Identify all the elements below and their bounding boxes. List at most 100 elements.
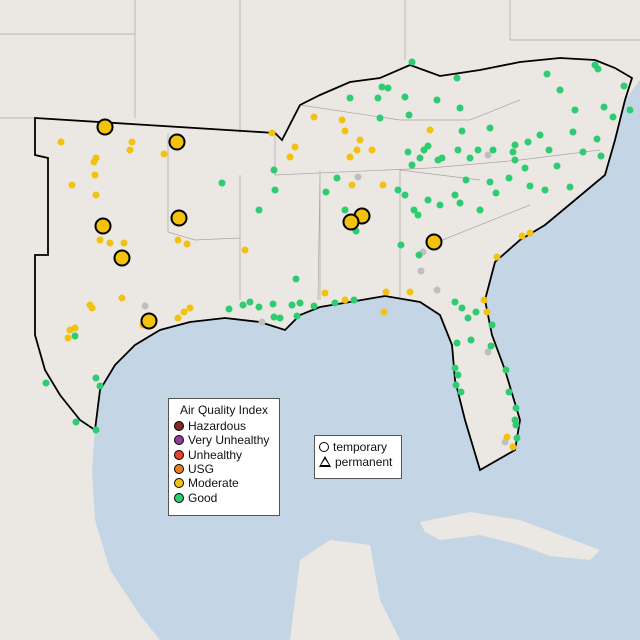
monitor-good[interactable] — [276, 314, 284, 322]
monitor-good[interactable] — [401, 93, 409, 101]
monitor-good[interactable] — [524, 138, 532, 146]
monitor-good[interactable] — [436, 201, 444, 209]
monitor-no-data[interactable] — [354, 173, 362, 181]
monitor-no-data[interactable] — [417, 267, 425, 275]
monitor-good[interactable] — [225, 305, 233, 313]
monitor-moderate-highlight[interactable] — [170, 209, 188, 227]
monitor-moderate[interactable] — [341, 296, 349, 304]
monitor-good[interactable] — [292, 275, 300, 283]
monitor-good[interactable] — [433, 96, 441, 104]
monitor-good[interactable] — [239, 301, 247, 309]
monitor-good[interactable] — [474, 146, 482, 154]
monitor-good[interactable] — [255, 303, 263, 311]
monitor-good[interactable] — [541, 186, 549, 194]
monitor-good[interactable] — [579, 148, 587, 156]
monitor-good[interactable] — [322, 188, 330, 196]
monitor-good[interactable] — [487, 342, 495, 350]
monitor-good[interactable] — [401, 191, 409, 199]
monitor-good[interactable] — [414, 211, 422, 219]
monitor-good[interactable] — [92, 374, 100, 382]
monitor-good[interactable] — [464, 314, 472, 322]
monitor-good[interactable] — [511, 141, 519, 149]
monitor-good[interactable] — [456, 104, 464, 112]
monitor-moderate[interactable] — [382, 288, 390, 296]
monitor-good[interactable] — [526, 182, 534, 190]
monitor-good[interactable] — [620, 82, 628, 90]
monitor-moderate-highlight[interactable] — [113, 249, 131, 267]
monitor-good[interactable] — [293, 312, 301, 320]
monitor-good[interactable] — [378, 83, 386, 91]
monitor-moderate[interactable] — [286, 153, 294, 161]
monitor-moderate[interactable] — [509, 443, 517, 451]
monitor-good[interactable] — [341, 206, 349, 214]
monitor-moderate-highlight[interactable] — [342, 213, 360, 231]
monitor-moderate[interactable] — [503, 433, 511, 441]
monitor-good[interactable] — [397, 241, 405, 249]
monitor-good[interactable] — [346, 94, 354, 102]
monitor-good[interactable] — [600, 103, 608, 111]
monitor-good[interactable] — [488, 321, 496, 329]
monitor-good[interactable] — [509, 148, 517, 156]
monitor-good[interactable] — [71, 332, 79, 340]
monitor-good[interactable] — [92, 426, 100, 434]
monitor-good[interactable] — [521, 164, 529, 172]
monitor-good[interactable] — [492, 189, 500, 197]
monitor-moderate[interactable] — [321, 289, 329, 297]
monitor-no-data[interactable] — [258, 318, 266, 326]
monitor-good[interactable] — [597, 152, 605, 160]
monitor-good[interactable] — [218, 179, 226, 187]
monitor-good[interactable] — [505, 174, 513, 182]
monitor-good[interactable] — [424, 142, 432, 150]
monitor-moderate[interactable] — [356, 136, 364, 144]
monitor-good[interactable] — [438, 154, 446, 162]
monitor-good[interactable] — [489, 146, 497, 154]
monitor-good[interactable] — [384, 84, 392, 92]
monitor-moderate[interactable] — [348, 181, 356, 189]
monitor-good[interactable] — [42, 379, 50, 387]
monitor-moderate-highlight[interactable] — [96, 118, 114, 136]
monitor-good[interactable] — [310, 302, 318, 310]
monitor-moderate[interactable] — [126, 146, 134, 154]
monitor-good[interactable] — [453, 339, 461, 347]
monitor-good[interactable] — [512, 404, 520, 412]
monitor-moderate[interactable] — [526, 229, 534, 237]
monitor-good[interactable] — [269, 300, 277, 308]
monitor-no-data[interactable] — [433, 286, 441, 294]
monitor-good[interactable] — [456, 199, 464, 207]
monitor-good[interactable] — [376, 114, 384, 122]
monitor-moderate[interactable] — [183, 240, 191, 248]
monitor-moderate-highlight[interactable] — [425, 233, 443, 251]
monitor-moderate[interactable] — [483, 308, 491, 316]
monitor-moderate[interactable] — [353, 146, 361, 154]
monitor-moderate[interactable] — [518, 232, 526, 240]
monitor-good[interactable] — [543, 70, 551, 78]
monitor-moderate[interactable] — [186, 304, 194, 312]
monitor-good[interactable] — [466, 154, 474, 162]
monitor-good[interactable] — [451, 364, 459, 372]
monitor-moderate[interactable] — [174, 236, 182, 244]
monitor-moderate[interactable] — [180, 308, 188, 316]
monitor-good[interactable] — [271, 186, 279, 194]
monitor-good[interactable] — [571, 106, 579, 114]
monitor-good[interactable] — [453, 74, 461, 82]
monitor-good[interactable] — [416, 154, 424, 162]
monitor-good[interactable] — [333, 174, 341, 182]
monitor-moderate[interactable] — [379, 181, 387, 189]
monitor-moderate[interactable] — [91, 171, 99, 179]
monitor-good[interactable] — [424, 196, 432, 204]
monitor-good[interactable] — [594, 65, 602, 73]
monitor-moderate[interactable] — [106, 239, 114, 247]
monitor-moderate[interactable] — [68, 181, 76, 189]
monitor-good[interactable] — [609, 113, 617, 121]
monitor-good[interactable] — [296, 299, 304, 307]
monitor-good[interactable] — [374, 94, 382, 102]
monitor-good[interactable] — [410, 206, 418, 214]
monitor-moderate[interactable] — [426, 126, 434, 134]
monitor-good[interactable] — [569, 128, 577, 136]
monitor-good[interactable] — [458, 127, 466, 135]
monitor-good[interactable] — [458, 304, 466, 312]
monitor-good[interactable] — [467, 336, 475, 344]
monitor-good[interactable] — [505, 388, 513, 396]
monitor-moderate[interactable] — [480, 296, 488, 304]
